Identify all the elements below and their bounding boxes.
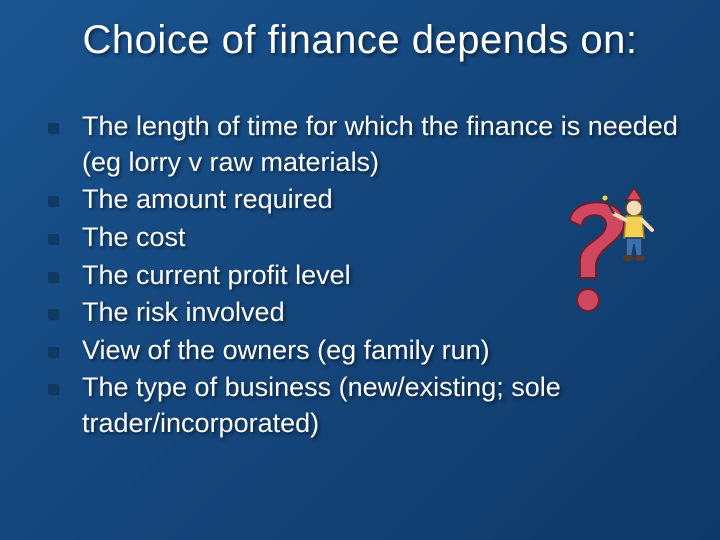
bullet-text: The type of business (new/existing; sole… bbox=[82, 370, 680, 441]
bullet-text: The cost bbox=[82, 220, 186, 256]
bullet-square-icon bbox=[48, 347, 58, 357]
slide-title: Choice of finance depends on: bbox=[0, 0, 720, 73]
list-item: The length of time for which the finance… bbox=[48, 109, 680, 180]
question-mark-clipart-icon bbox=[542, 186, 662, 336]
bullet-square-icon bbox=[48, 309, 58, 319]
slide: Choice of finance depends on: The length… bbox=[0, 0, 720, 540]
bullet-square-icon bbox=[48, 384, 58, 394]
list-item: The type of business (new/existing; sole… bbox=[48, 370, 680, 441]
bullet-text: The risk involved bbox=[82, 295, 285, 331]
list-item: View of the owners (eg family run) bbox=[48, 333, 680, 369]
bullet-text: The amount required bbox=[82, 182, 333, 218]
bullet-square-icon bbox=[48, 123, 58, 133]
bullet-text: The length of time for which the finance… bbox=[82, 109, 680, 180]
bullet-square-icon bbox=[48, 234, 58, 244]
bullet-square-icon bbox=[48, 272, 58, 282]
bullet-square-icon bbox=[48, 196, 58, 206]
bullet-text: View of the owners (eg family run) bbox=[82, 333, 490, 369]
bullet-text: The current profit level bbox=[82, 258, 351, 294]
